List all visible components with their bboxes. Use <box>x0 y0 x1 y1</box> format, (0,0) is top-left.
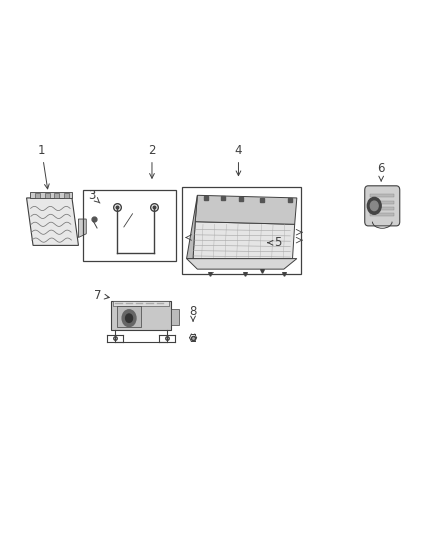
Circle shape <box>126 314 133 322</box>
Text: 8: 8 <box>189 305 197 321</box>
Polygon shape <box>187 195 198 259</box>
Text: 3: 3 <box>88 189 100 203</box>
Circle shape <box>122 310 136 327</box>
Bar <box>371 194 394 197</box>
Text: 6: 6 <box>378 163 385 181</box>
FancyBboxPatch shape <box>365 186 400 226</box>
Polygon shape <box>30 191 72 198</box>
Text: 1: 1 <box>38 144 49 189</box>
Bar <box>35 192 40 198</box>
Polygon shape <box>187 259 297 269</box>
Text: 7: 7 <box>94 289 109 302</box>
Bar <box>117 305 141 327</box>
Text: 4: 4 <box>235 144 242 175</box>
Circle shape <box>367 197 381 214</box>
Bar <box>371 207 394 210</box>
Bar <box>113 301 169 306</box>
Polygon shape <box>193 222 295 259</box>
Polygon shape <box>78 219 86 238</box>
Bar <box>54 192 59 198</box>
Bar <box>371 213 394 216</box>
Bar <box>111 301 171 330</box>
Bar <box>171 309 179 325</box>
Polygon shape <box>27 198 78 245</box>
Bar <box>45 192 49 198</box>
Bar <box>83 190 176 261</box>
Bar <box>371 200 394 204</box>
Bar <box>182 188 301 274</box>
Circle shape <box>371 201 378 211</box>
Polygon shape <box>195 195 297 224</box>
Bar <box>64 192 69 198</box>
Text: 5: 5 <box>268 236 281 249</box>
Text: 2: 2 <box>148 144 156 178</box>
